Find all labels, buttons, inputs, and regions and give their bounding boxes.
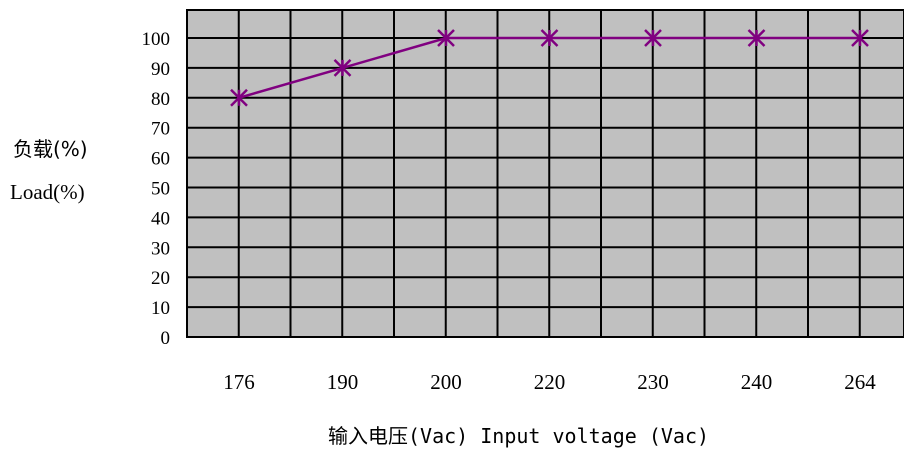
data-point-marker — [230, 88, 248, 107]
y-axis-ticks: 0 10 20 30 40 50 60 70 80 90 100 — [142, 29, 171, 349]
x-tick-label: 176 — [223, 370, 255, 394]
y-tick-label: 40 — [151, 208, 170, 229]
data-point-marker — [437, 29, 455, 47]
x-axis-ticks: 176 190 200 220 230 240 264 — [223, 370, 876, 394]
series-load — [230, 29, 869, 107]
x-tick-label: 240 — [741, 370, 773, 394]
y-axis-label-chinese: 负载(%) — [13, 137, 88, 161]
data-point-marker — [747, 29, 766, 47]
y-tick-label: 90 — [151, 59, 170, 80]
x-tick-label: 220 — [534, 370, 566, 394]
plot-area — [186, 9, 904, 338]
y-tick-label: 60 — [151, 149, 170, 170]
y-tick-label: 80 — [151, 89, 170, 110]
data-point-marker — [540, 29, 559, 47]
y-tick-label: 70 — [151, 119, 170, 140]
y-tick-label: 100 — [142, 29, 171, 50]
data-point-marker — [333, 59, 352, 77]
x-tick-label: 190 — [327, 370, 359, 394]
x-tick-label: 200 — [430, 370, 462, 394]
x-tick-label: 264 — [844, 370, 876, 394]
grid — [187, 10, 904, 338]
y-axis-label-english: Load(%) — [10, 180, 85, 204]
y-tick-label: 50 — [151, 179, 170, 200]
y-tick-label: 0 — [161, 328, 171, 349]
data-point-marker — [644, 29, 662, 47]
y-tick-label: 20 — [151, 268, 170, 289]
data-point-marker — [851, 29, 869, 47]
x-tick-label: 230 — [637, 370, 669, 394]
y-tick-label: 10 — [151, 298, 170, 319]
y-tick-label: 30 — [151, 238, 170, 259]
x-axis-label: 输入电压(Vac) Input voltage (Vac) — [328, 424, 709, 448]
